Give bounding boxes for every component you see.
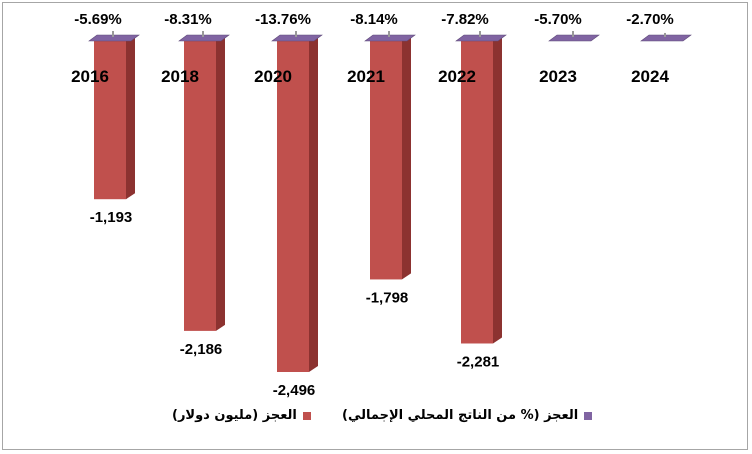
pct-label-2016: -5.69%	[74, 11, 122, 28]
pct-slab-2023	[548, 34, 600, 42]
category-label-2021: 2021	[347, 67, 385, 86]
pct-slab-2024	[640, 34, 692, 42]
pct-slab-2016	[88, 34, 140, 42]
pct-slab-2022	[455, 34, 507, 42]
bar-side-2021	[402, 35, 411, 280]
bar-deficit-2016	[94, 41, 126, 200]
bar-label-2022: -2,281	[457, 353, 500, 370]
pct-label-2021: -8.14%	[350, 11, 398, 28]
pct-slab-2018	[178, 34, 230, 42]
bar-deficit-2022	[461, 41, 493, 344]
legend-swatch-deficit-gdp	[584, 411, 593, 420]
pct-label-2023: -5.70%	[534, 11, 582, 28]
category-label-2023: 2023	[539, 67, 577, 86]
bar-deficit-2020	[277, 41, 309, 372]
legend-label-deficit-millions: العجز (مليون دولار)	[172, 408, 297, 423]
category-label-2024: 2024	[631, 67, 669, 86]
bar-label-2016: -1,193	[90, 209, 133, 226]
legend-item-deficit-gdp: العجز (% من الناتج المحلي الإجمالي)	[342, 408, 593, 423]
legend-swatch-deficit-millions	[302, 411, 311, 420]
pct-label-2018: -8.31%	[164, 11, 212, 28]
category-label-2018: 2018	[161, 67, 199, 86]
bar-side-2016	[126, 35, 135, 200]
pct-label-2022: -7.82%	[441, 11, 489, 28]
bar-side-2020	[309, 35, 318, 372]
pct-label-2020: -13.76%	[255, 11, 311, 28]
category-label-2016: 2016	[71, 67, 109, 86]
pct-slab-2020	[271, 34, 323, 42]
bar-side-2018	[216, 35, 225, 331]
pct-slab-2021	[364, 34, 416, 42]
bar-label-2018: -2,186	[180, 341, 223, 358]
bar-side-2022	[493, 35, 502, 344]
bar-label-2021: -1,798	[366, 289, 409, 306]
bar-label-2020: -2,496	[273, 382, 316, 399]
bar-deficit-2018	[184, 41, 216, 331]
bar-deficit-2021	[370, 41, 402, 280]
chart-legend: العجز (مليون دولار) العجز (% من الناتج ا…	[0, 408, 752, 432]
category-label-2022: 2022	[438, 67, 476, 86]
legend-label-deficit-gdp: العجز (% من الناتج المحلي الإجمالي)	[342, 408, 579, 423]
pct-label-2024: -2.70%	[626, 11, 674, 28]
category-label-2020: 2020	[254, 67, 292, 86]
legend-item-deficit-millions: العجز (مليون دولار)	[172, 408, 311, 423]
